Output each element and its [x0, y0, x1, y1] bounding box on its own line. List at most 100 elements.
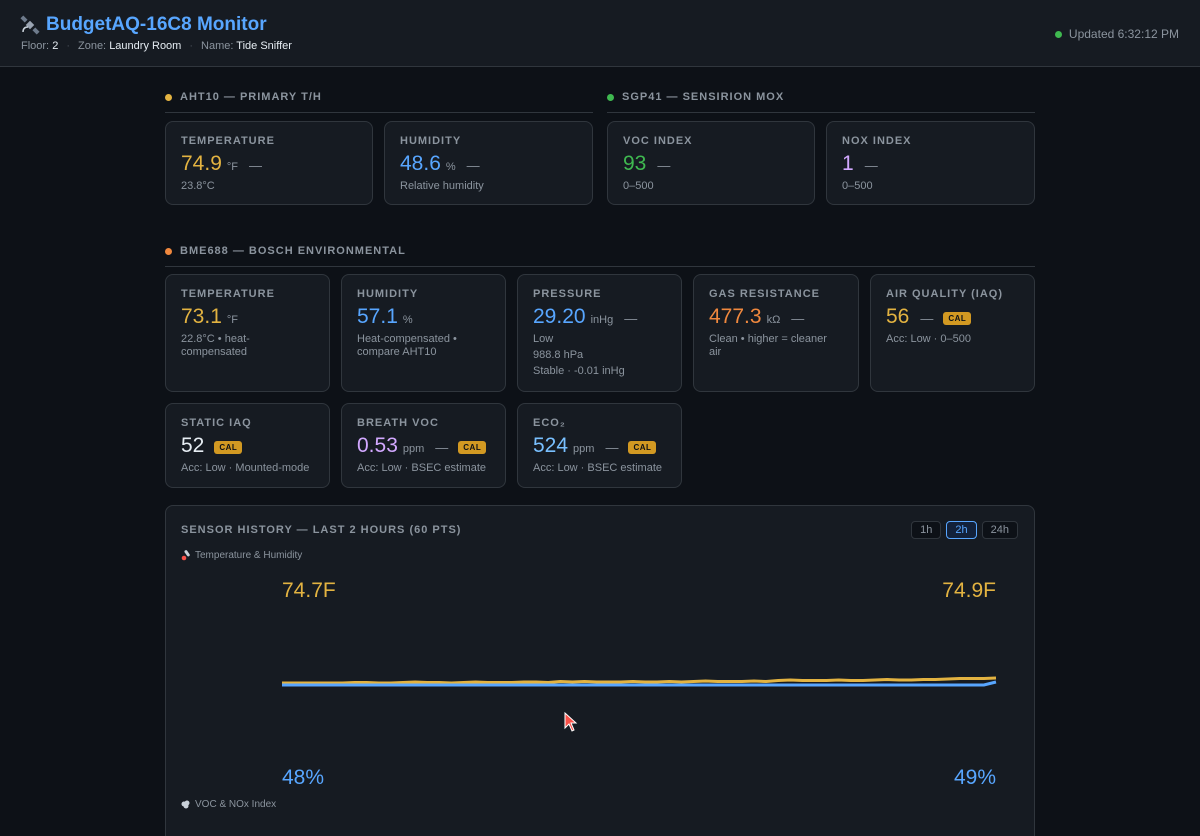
card-sub: Low — [533, 333, 554, 345]
temperature-series-line — [282, 676, 997, 685]
updated-text: Updated 6:32:12 PM — [1068, 27, 1179, 41]
section-bme688: BME688 — BOSCH ENVIRONMENTAL — [165, 245, 1035, 267]
mouse-cursor-icon — [564, 712, 578, 732]
card-label: PRESSURE — [533, 288, 602, 300]
card-sub: 988.8 hPa — [533, 349, 584, 361]
card-bme-gas-resistance: GAS RESISTANCE 477.3 kΩ — Clean • higher… — [693, 274, 859, 392]
section-title: AHT10 — PRIMARY T/H — [180, 91, 322, 103]
cal-badge: CAL — [214, 440, 243, 454]
card-label: BREATH VOC — [357, 417, 439, 429]
page-title: BudgetAQ-16C8 Monitor — [20, 14, 267, 36]
floor-label: Floor: — [21, 40, 50, 52]
voc-chart-heading: VOC & NOx Index — [181, 799, 276, 810]
trend-indicator: — — [624, 311, 638, 326]
humidity-series-line — [282, 680, 997, 687]
range-button-24h[interactable]: 24h — [981, 521, 1018, 539]
section-dot-icon — [165, 94, 172, 101]
device-meta: Floor: 2 · Zone: Laundry Room · Name: Ti… — [21, 40, 292, 52]
card-label: STATIC IAQ — [181, 417, 252, 429]
wind-icon — [181, 800, 190, 808]
card-value: 1 — [842, 152, 854, 175]
range-button-2h[interactable]: 2h — [946, 521, 977, 539]
history-title: SENSOR HISTORY — LAST 2 HOURS (60 PTS) — [181, 524, 462, 536]
updated-status: Updated 6:32:12 PM — [1054, 27, 1179, 41]
trend-indicator: — — [605, 440, 619, 455]
section-title: SGP41 — SENSIRION MOX — [622, 91, 785, 103]
card-value: 74.9 — [181, 152, 222, 175]
card-aht10-temperature: TEMPERATURE 74.9 °F — 23.8°C — [165, 121, 373, 205]
card-unit: °F — [226, 161, 238, 173]
satellite-icon — [20, 15, 40, 35]
card-sub: Acc: Low · 0–500 — [886, 333, 971, 345]
card-label: HUMIDITY — [400, 135, 462, 147]
card-sub: Acc: Low · BSEC estimate — [533, 462, 662, 474]
th-line-chart — [282, 676, 997, 687]
card-bme-pressure: PRESSURE 29.20 inHg — Low 988.8 hPa Stab… — [517, 274, 682, 392]
app-header: BudgetAQ-16C8 Monitor Floor: 2 · Zone: L… — [0, 0, 1200, 67]
card-sub: Clean • higher = cleaner — [709, 333, 827, 345]
status-dot-icon — [1054, 30, 1062, 38]
card-bme-iaq: AIR QUALITY (IAQ) 56 — CAL Acc: Low · 0–… — [870, 274, 1035, 392]
card-value: 48.6 — [400, 152, 441, 175]
cal-badge: CAL — [628, 440, 657, 454]
card-sub: Acc: Low · Mounted-mode — [181, 462, 310, 474]
card-value: 477.3 — [709, 305, 762, 328]
section-aht10: AHT10 — PRIMARY T/H — [165, 91, 593, 113]
card-voc-index: VOC INDEX 93 — 0–500 — [607, 121, 815, 205]
temp-start-label: 74.7F — [282, 579, 336, 602]
sensor-history-panel: SENSOR HISTORY — LAST 2 HOURS (60 PTS) 1… — [165, 505, 1035, 836]
section-dot-icon — [165, 248, 172, 255]
card-label: AIR QUALITY (IAQ) — [886, 288, 1004, 300]
card-sub: Stable · -0.01 inHg — [533, 365, 625, 377]
hum-end-label: 49% — [953, 766, 996, 789]
floor-value: 2 — [52, 40, 59, 52]
th-chart-label: Temperature & Humidity — [195, 550, 303, 561]
card-bme-temperature: TEMPERATURE 73.1 °F 22.8°C • heat- compe… — [165, 274, 330, 392]
card-label: ECO₂ — [533, 417, 566, 429]
card-unit: ppm — [402, 443, 425, 455]
section-sgp41: SGP41 — SENSIRION MOX — [607, 91, 1035, 113]
section-dot-icon — [607, 94, 614, 101]
th-chart-heading: Temperature & Humidity — [181, 550, 302, 561]
card-unit: inHg — [590, 314, 614, 326]
trend-indicator: — — [657, 158, 671, 173]
card-unit: ppm — [573, 443, 595, 455]
card-value: 0.53 — [357, 434, 398, 457]
card-aht10-humidity: HUMIDITY 48.6 % — Relative humidity — [384, 121, 593, 205]
name-label: Name: — [201, 40, 234, 52]
trend-indicator: — — [791, 311, 805, 326]
card-sub: Relative humidity — [400, 180, 484, 192]
card-value: 73.1 — [181, 305, 222, 328]
card-label: HUMIDITY — [357, 288, 419, 300]
range-selector: 1h 2h 24h — [911, 521, 1018, 539]
range-button-1h[interactable]: 1h — [911, 521, 942, 539]
card-sub: Acc: Low · BSEC estimate — [357, 462, 486, 474]
voc-chart-label: VOC & NOx Index — [195, 799, 277, 810]
card-value: 524 — [533, 434, 569, 457]
card-value: 57.1 — [357, 305, 398, 328]
card-label: VOC INDEX — [623, 135, 693, 147]
card-sub: Heat-compensated • — [357, 333, 457, 345]
card-sub: 0–500 — [623, 180, 654, 192]
trend-indicator: — — [920, 311, 934, 326]
hum-start-label: 48% — [282, 766, 325, 789]
cal-badge: CAL — [943, 311, 972, 325]
card-label: NOX INDEX — [842, 135, 912, 147]
card-label: TEMPERATURE — [181, 135, 275, 147]
name-value: Tide Sniffer — [236, 40, 292, 52]
card-label: TEMPERATURE — [181, 288, 275, 300]
card-sub: compare AHT10 — [357, 346, 437, 358]
card-bme-humidity: HUMIDITY 57.1 % Heat-compensated • compa… — [341, 274, 506, 392]
thermometer-icon — [181, 550, 190, 561]
card-unit: % — [402, 314, 413, 326]
card-eco2: ECO₂ 524 ppm — CAL Acc: Low · BSEC estim… — [517, 403, 682, 488]
card-value: 29.20 — [533, 305, 586, 328]
card-sub: 23.8°C — [181, 180, 215, 192]
card-unit: °F — [226, 314, 238, 326]
meta-separator: · — [189, 40, 194, 52]
card-sub: 0–500 — [842, 180, 873, 192]
card-label: GAS RESISTANCE — [709, 288, 820, 300]
card-nox-index: NOX INDEX 1 — 0–500 — [826, 121, 1035, 205]
app-title-text: BudgetAQ-16C8 Monitor — [46, 14, 267, 35]
card-value: 93 — [623, 152, 647, 175]
